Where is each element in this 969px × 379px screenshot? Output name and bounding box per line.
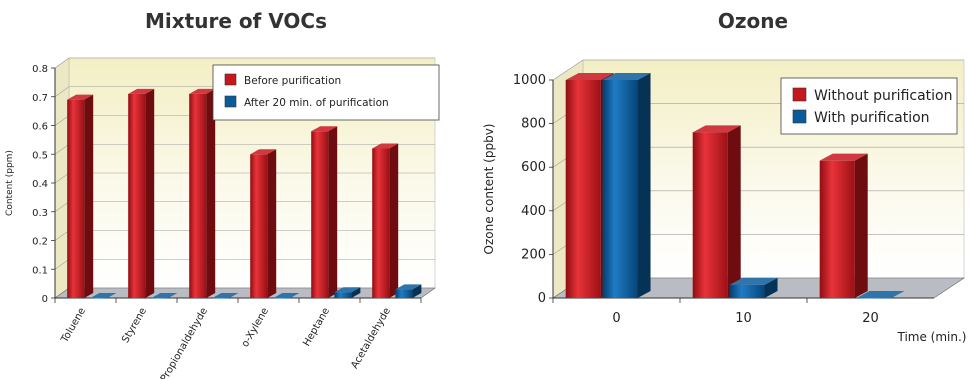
bar-blue — [602, 73, 651, 298]
x-tick-label: o-Xylene — [240, 306, 271, 349]
legend: Before purification After 20 min. of puri… — [212, 64, 440, 121]
y-tick-label: 0.3 — [32, 208, 48, 219]
y-tick-label: 0.6 — [32, 122, 48, 133]
y-tick-label: 0.2 — [32, 237, 48, 248]
chart-title: Mixture of VOCs — [145, 9, 327, 33]
bar-red — [128, 88, 155, 298]
y-axis-label: Ozone content (ppbv) — [482, 124, 496, 255]
bar-blue — [151, 293, 178, 299]
legend-label: Before purification — [244, 75, 341, 87]
y-tick-label: 200 — [521, 247, 546, 262]
bar-red — [819, 153, 868, 298]
legend-label: With purification — [814, 110, 930, 126]
chart-0: Mixture of VOCs 0 0.1 0.2 0.3 0.4 0.5 0.6 0.7 0.8… — [5, 9, 440, 379]
legend-swatch — [224, 73, 237, 86]
x-tick-label: 0 — [612, 311, 620, 326]
bar-blue — [856, 291, 905, 299]
chart-title: Ozone — [718, 9, 788, 33]
legend-swatch — [792, 87, 807, 102]
legend-swatch — [224, 95, 237, 108]
bar-red — [372, 143, 399, 298]
bar-blue — [212, 293, 239, 299]
x-tick-label: Acetaldehyde — [349, 306, 393, 371]
x-tick-label: Toluene — [59, 306, 88, 346]
bar-red — [311, 126, 338, 298]
bar-blue — [334, 287, 361, 298]
bar-blue — [273, 293, 300, 299]
y-tick-label: 600 — [521, 160, 546, 175]
y-axis-label: Content (ppm) — [5, 150, 15, 216]
bar-red — [67, 94, 94, 298]
bar-red — [189, 88, 216, 298]
y-tick-label: 0 — [42, 294, 48, 305]
x-tick-label: Heptane — [301, 306, 332, 348]
legend-label: After 20 min. of purification — [244, 97, 389, 109]
x-tick-label: 20 — [862, 311, 879, 326]
y-tick-label: 800 — [521, 117, 546, 132]
legend-label: Without purification — [814, 88, 952, 104]
y-tick-label: 0 — [538, 291, 546, 306]
y-tick-label: 0.7 — [32, 93, 48, 104]
y-tick-label: 0.4 — [32, 179, 48, 190]
bar-blue — [729, 277, 778, 298]
y-tick-label: 1000 — [513, 73, 546, 88]
y-tick-label: 0.8 — [32, 64, 48, 75]
x-axis-label: Time (min.) — [897, 330, 967, 344]
x-tick-label: Styrene — [120, 306, 149, 345]
y-tick-label: 400 — [521, 204, 546, 219]
legend-swatch — [792, 109, 807, 124]
bar-blue — [90, 293, 117, 299]
y-tick-label: 0.5 — [32, 150, 48, 161]
bar-red — [692, 125, 741, 298]
bar-red — [250, 149, 277, 298]
x-tick-label: 10 — [735, 311, 752, 326]
gridline — [552, 59, 964, 81]
y-tick-label: 0.1 — [32, 265, 48, 276]
bar-blue — [395, 284, 422, 298]
legend: Without purification With purification — [780, 77, 958, 135]
x-tick-label: Propionaldehyde — [159, 306, 210, 379]
gridline — [54, 57, 435, 69]
